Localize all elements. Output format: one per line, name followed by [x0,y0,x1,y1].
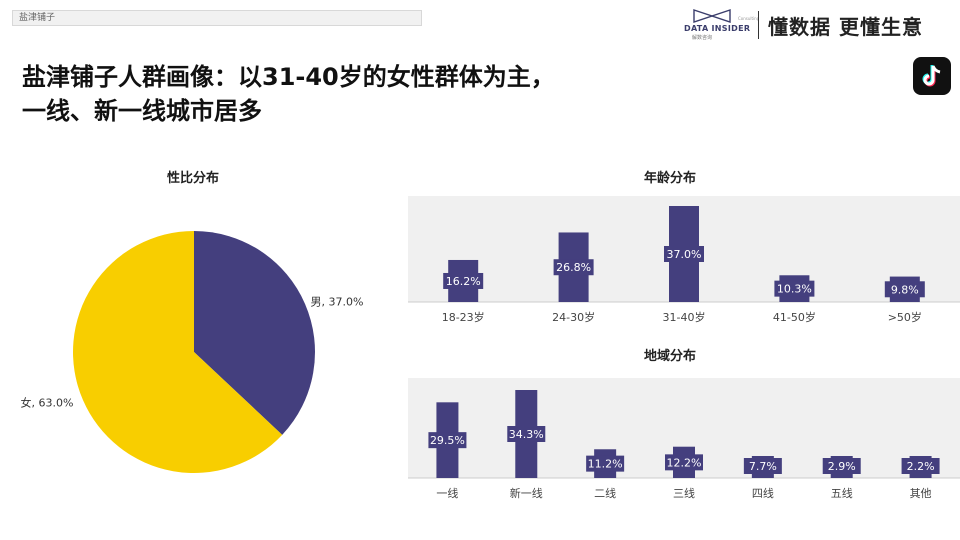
x-tick-label-3: 41-50岁 [773,310,816,324]
data-label-box-6 [901,458,940,474]
data-label-1: 34.3% [509,428,544,441]
data-label-3: 10.3% [777,283,812,296]
x-tick-label-0: 一线 [436,486,458,500]
data-label-box-5 [822,458,861,474]
data-label-box-0 [443,272,484,289]
data-label-box-1 [553,259,594,276]
brand-divider [758,11,759,39]
bowtie-logo-icon [693,9,731,23]
data-label-6: 2.2% [907,460,935,473]
data-label-0: 16.2% [446,275,481,288]
x-tick-label-0: 18-23岁 [442,310,485,324]
age-chart-title: 年龄分布 [643,171,696,186]
data-label-box-1 [507,426,546,442]
page-title-line-2: 一线、新一线城市居多 [22,97,262,125]
page-title-line-1: 盐津铺子人群画像：以31-40岁的女性群体为主， [22,63,555,91]
gender-pie-chart: 男, 37.0% 女, 63.0% [21,231,364,473]
x-tick-label-6: 其他 [910,487,932,500]
brand-header: Consulting DATA INSIDER 解数咨询 懂数据 更懂生意 [684,8,954,42]
region-chart-title: 地域分布 [643,349,696,364]
x-tick-label-1: 24-30岁 [552,310,595,324]
pie-label-1: 女, 63.0% [21,395,74,409]
brand-logo: Consulting DATA INSIDER 解数咨询 [684,8,760,42]
data-label-box-2 [586,455,625,472]
data-label-box-4 [743,458,782,474]
music-note-icon [922,65,941,87]
brand-name: DATA INSIDER [684,24,751,33]
x-tick-label-4: 四线 [752,486,774,500]
data-label-box-4 [884,281,925,298]
data-label-0: 29.5% [430,434,465,447]
x-tick-label-2: 31-40岁 [663,310,706,324]
pie-slice-0 [194,231,315,435]
brand-corner-text: Consulting [738,16,760,21]
data-label-1: 26.8% [556,261,591,274]
x-tick-label-4: >50岁 [888,310,922,324]
data-label-5: 2.9% [828,460,856,473]
x-tick-label-5: 五线 [831,486,853,500]
data-label-box-0 [428,432,467,449]
age-bar-chart: 16.2% 18-23岁 26.8% 24-30岁 37.0% 31-40岁 10.3% 41… [408,196,960,324]
data-label-box-3 [774,280,815,297]
brand-subtitle: 解数咨询 [692,35,713,41]
data-label-2: 37.0% [667,248,702,261]
x-tick-label-2: 二线 [594,486,616,500]
data-label-box-2 [664,246,704,262]
region-bar-chart: 29.5% 一线 34.3% 新一线 11.2% 二线 12.2% 三线 7.7% 四线 2.9% 五… [408,378,960,500]
x-tick-label-1: 新一线 [510,486,543,500]
data-label-4: 7.7% [749,460,777,473]
brand-slogan: 懂数据 更懂生意 [768,15,923,39]
tiktok-icon [913,57,951,95]
data-label-4: 9.8% [891,283,919,296]
data-label-3: 12.2% [667,456,702,469]
x-tick-label-3: 三线 [673,486,695,500]
pie-slice-1 [72,231,283,473]
pie-label-0: 男, 37.0% [311,296,364,309]
data-label-box-3 [665,454,703,471]
gender-chart-title: 性比分布 [166,171,219,186]
data-label-2: 11.2% [588,458,623,471]
page-title: 盐津铺子人群画像：以31-40岁的女性群体为主， 一线、新一线城市居多 [22,60,882,128]
section-tag: 盐津铺子 [12,10,422,26]
